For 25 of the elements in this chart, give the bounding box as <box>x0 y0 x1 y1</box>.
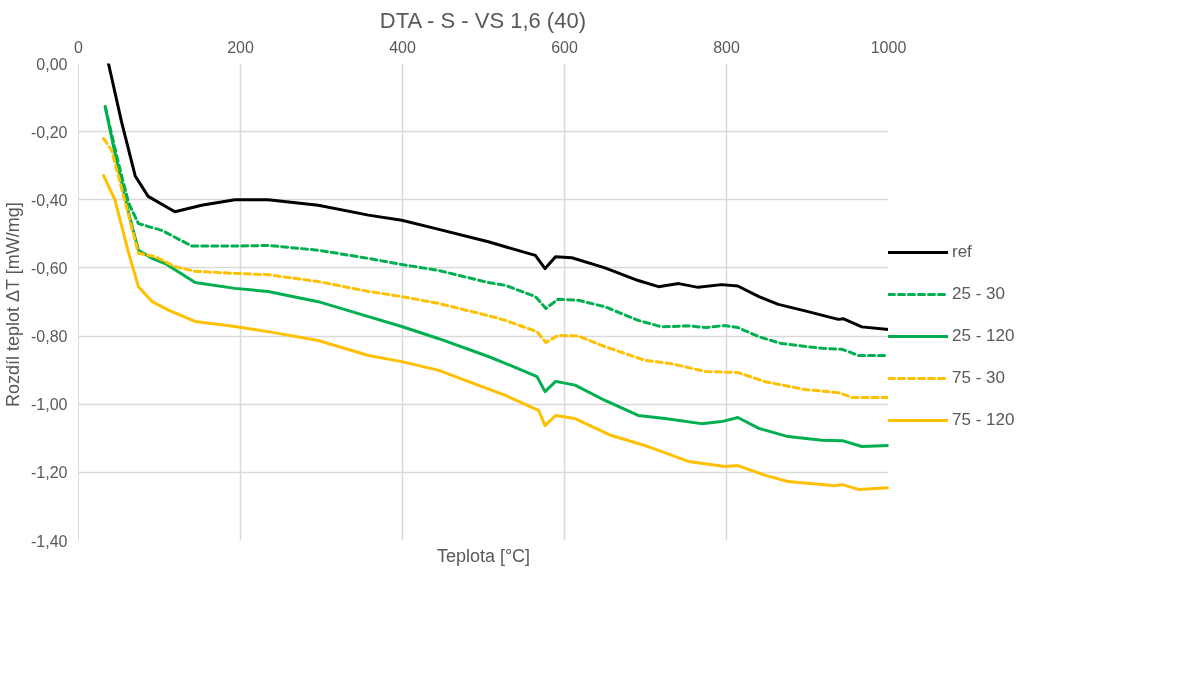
legend-label: 75 - 30 <box>952 368 1005 388</box>
x-tick-label: 200 <box>227 38 254 56</box>
y-tick-label: -0,80 <box>31 328 68 346</box>
legend-label: 75 - 120 <box>952 410 1015 430</box>
legend-label: 25 - 30 <box>952 284 1005 304</box>
x-tick-label: 600 <box>551 38 578 56</box>
y-tick-label: 0,00 <box>36 55 68 73</box>
y-tick-label: -0,20 <box>31 123 68 141</box>
y-tick-label: -1,20 <box>31 464 68 482</box>
line-series <box>102 174 889 491</box>
y-tick-label: -1,00 <box>31 396 68 414</box>
x-axis-title: Teplota [°C] <box>436 545 531 566</box>
y-tick-label: -0,40 <box>31 191 68 209</box>
x-tick-label: 400 <box>389 38 416 56</box>
y-tick-label: -0,60 <box>31 259 68 277</box>
legend-label: ref <box>952 242 972 262</box>
x-tick-label: 0 <box>74 38 84 56</box>
legend-label: 25 - 120 <box>952 326 1015 346</box>
line-series <box>102 136 889 399</box>
line-series <box>106 63 889 332</box>
chart-title: DTA - S - VS 1,6 (40) <box>379 7 587 33</box>
y-tick-label: -1,40 <box>31 532 68 550</box>
x-tick-label: 800 <box>713 38 740 56</box>
x-tick-label: 1000 <box>870 38 907 56</box>
y-axis-title: Rozdíl teplot ΔT [mW/mg] <box>3 202 24 408</box>
